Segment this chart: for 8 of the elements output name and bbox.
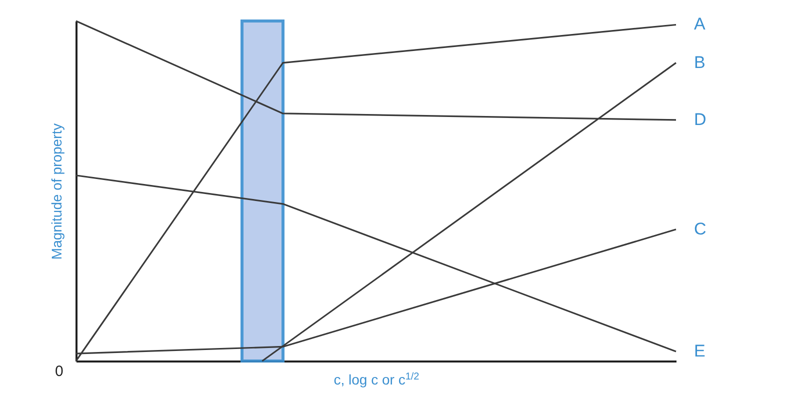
text: 0 <box>55 363 64 380</box>
series-label: B <box>694 52 706 72</box>
series-label: C <box>694 219 706 238</box>
series-label: D <box>694 110 706 129</box>
x-axis-title: c, log c or c$^{1/2}$ <box>334 371 420 388</box>
series-label: E <box>694 341 706 360</box>
series-label: A <box>694 14 706 34</box>
y-axis-title: Magnitude of property <box>48 123 64 260</box>
